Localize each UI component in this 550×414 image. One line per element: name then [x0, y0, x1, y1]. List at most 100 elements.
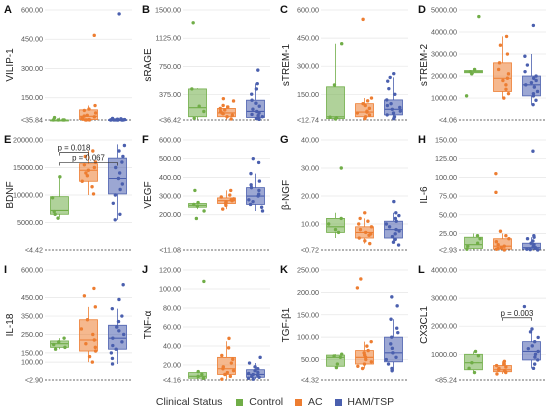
- point-d-hamtsp-6: [524, 83, 528, 87]
- point-j-ac-8: [231, 357, 235, 361]
- sig-bracket-e-0: [59, 152, 89, 156]
- panel-letter-a: A: [4, 4, 12, 16]
- point-g-ac-4: [369, 232, 373, 236]
- point-l-ac-9: [502, 359, 507, 364]
- point-f-ac-0: [221, 207, 225, 211]
- point-l-hamtsp-3: [533, 355, 537, 359]
- point-b-control-4: [191, 21, 195, 25]
- point-i-control-0: [53, 347, 58, 351]
- point-e-hamtsp-12: [122, 143, 127, 148]
- point-c-ac-7: [363, 103, 367, 108]
- tick-label-b-0: <36.42: [159, 116, 181, 125]
- point-l-hamtsp-8: [533, 339, 537, 344]
- point-h-hamtsp-7: [532, 243, 536, 247]
- point-f-control-2: [195, 204, 200, 209]
- point-d-ac-9: [505, 52, 510, 56]
- point-g-control-3: [339, 216, 343, 221]
- point-e-hamtsp-7: [117, 171, 122, 175]
- point-l-control-4: [473, 349, 478, 354]
- point-e-hamtsp-3: [113, 193, 118, 197]
- point-a-ac-3: [87, 117, 91, 122]
- point-c-ac-3: [355, 111, 360, 115]
- tick-label-i-1: 100.00: [21, 358, 43, 367]
- legend-title: Clinical Status: [155, 396, 223, 409]
- tick-label-k-4: 200.00: [297, 288, 319, 297]
- panel-letter-d: D: [418, 4, 426, 16]
- tick-label-g-4: 40.00: [301, 136, 319, 145]
- tick-label-f-5: 600.00: [159, 136, 181, 145]
- point-j-ac-2: [223, 372, 227, 377]
- point-g-ac-8: [357, 222, 361, 226]
- point-d-ac-7: [496, 67, 501, 72]
- point-h-hamtsp-13: [531, 149, 535, 153]
- point-g-ac-10: [358, 216, 362, 221]
- tick-label-g-0: <0.72: [301, 246, 319, 255]
- point-b-hamtsp-3: [260, 115, 265, 119]
- tick-label-c-3: 450.00: [297, 34, 319, 43]
- point-a-ac-8: [85, 113, 89, 117]
- point-c-hamtsp-13: [388, 75, 392, 80]
- tick-label-e-0: <4.42: [25, 246, 43, 255]
- point-f-hamtsp-1: [259, 205, 264, 209]
- point-i-hamtsp-8: [117, 329, 121, 333]
- point-i-ac-5: [92, 338, 96, 342]
- point-g-hamtsp-11: [397, 213, 401, 218]
- point-f-control-5: [193, 188, 197, 193]
- point-i-ac-10: [82, 294, 87, 298]
- tick-label-c-4: 600.00: [297, 6, 319, 15]
- tick-label-b-4: 1500.00: [155, 6, 181, 15]
- point-b-hamtsp-12: [250, 92, 254, 96]
- point-l-control-2: [470, 361, 474, 365]
- point-f-hamtsp-3: [251, 199, 255, 204]
- sig-bracket-l-0: [502, 317, 532, 321]
- sig-bracket-e-1: [59, 162, 118, 166]
- point-a-ac-12: [93, 103, 97, 108]
- tick-label-j-5: 100.00: [159, 284, 181, 293]
- point-g-hamtsp-10: [393, 216, 398, 221]
- panel-a: A VILIP-1 <35.84 150.00 300.00 450.00 600.00: [4, 4, 132, 125]
- point-f-hamtsp-4: [247, 198, 251, 202]
- tick-label-e-4: 20000.00: [13, 136, 43, 145]
- point-c-hamtsp-12: [386, 79, 390, 83]
- point-a-ac-11: [87, 107, 91, 111]
- point-a-hamtsp-12: [115, 117, 120, 121]
- point-i-control-1: [63, 345, 67, 350]
- panel-letter-g: G: [280, 134, 289, 146]
- tick-label-b-2: 750.00: [159, 62, 181, 71]
- point-d-ac-3: [504, 83, 508, 87]
- point-h-control-1: [466, 244, 470, 248]
- point-i-hamtsp-6: [111, 336, 115, 340]
- tick-label-f-4: 500.00: [159, 154, 181, 163]
- point-l-hamtsp-7: [530, 344, 534, 348]
- point-l-hamtsp-0: [531, 366, 536, 371]
- point-l-control-3: [476, 354, 481, 358]
- point-i-hamtsp-3: [114, 347, 118, 351]
- point-d-hamtsp-13: [523, 54, 527, 58]
- tick-label-d-0: <4.06: [439, 116, 457, 125]
- point-e-hamtsp-10: [121, 154, 125, 159]
- point-d-ac-10: [498, 43, 503, 47]
- tick-label-l-2: 2000.00: [431, 322, 457, 331]
- point-c-control-4: [340, 42, 344, 46]
- point-f-ac-7: [231, 197, 236, 201]
- point-f-hamtsp-11: [249, 171, 253, 176]
- point-j-hamtsp-8: [253, 368, 257, 373]
- point-i-hamtsp-4: [111, 343, 115, 348]
- point-j-ac-4: [231, 368, 236, 373]
- point-i-control-3: [57, 340, 61, 344]
- point-e-hamtsp-8: [114, 165, 118, 170]
- point-i-ac-4: [84, 341, 88, 346]
- point-c-ac-10: [369, 96, 374, 100]
- point-d-hamtsp-14: [531, 23, 536, 28]
- point-j-hamtsp-6: [246, 371, 251, 376]
- point-i-ac-9: [93, 305, 98, 309]
- tick-label-b-3: 1125.00: [156, 34, 181, 43]
- point-h-ac-7: [507, 237, 511, 241]
- tick-label-i-5: 450.00: [21, 293, 43, 302]
- point-e-control-0: [56, 216, 60, 220]
- point-h-ac-9: [498, 229, 503, 233]
- point-l-hamtsp-5: [536, 349, 540, 354]
- y-axis-label-h: IL-6: [419, 186, 430, 204]
- panel-j: J TNF-α <4.16 20.00 40.00 60.00 80.00 100.00 120…: [142, 264, 270, 385]
